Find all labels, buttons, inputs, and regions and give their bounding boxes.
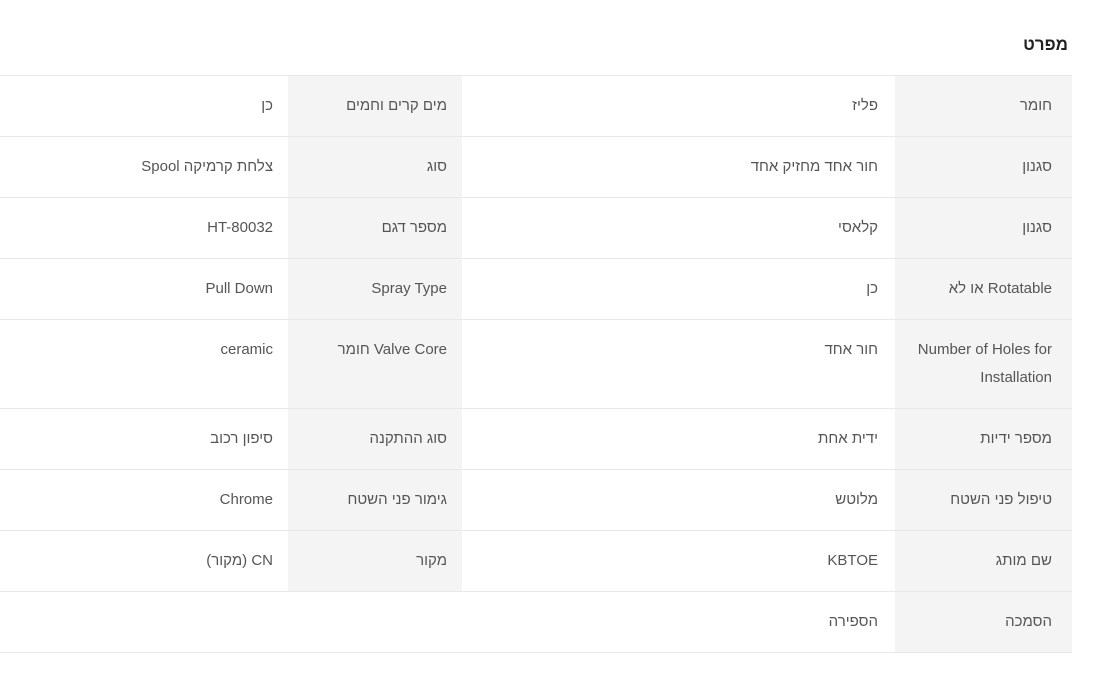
spec-label: גימור פני השטח [288,470,462,530]
spec-value [0,592,288,652]
spec-label: חומר [895,76,1072,136]
spec-value: מלוטש [835,491,878,508]
spec-row: Number of Holes for Installation חור אחד V… [0,320,1072,409]
spec-value: סיפון רכוב [210,430,273,447]
spec-label: Spray Type [288,259,462,319]
spec-row: שם מותג KBTOE מקור CN (מקור) [0,531,1072,592]
spec-row: סגנון קלאסי מספר דגם HT-80032 [0,198,1072,259]
spec-value: הספירה [828,613,878,630]
spec-value: KBTOE [827,552,878,569]
spec-value: Chrome [219,491,273,508]
section-title: מפרט [1023,35,1068,54]
spec-label: סגנון [895,198,1072,258]
spec-table: חומר פליז מים קרים וחמים כן סגנון חור אחד מחז… [0,75,1072,653]
spec-row: מספר ידיות ידית אחת סוג ההתקנה סיפון רכוב [0,409,1072,470]
spec-label: סגנון [895,137,1072,197]
spec-label: טיפול פני השטח [895,470,1072,530]
spec-label: סוג [288,137,462,197]
spec-label: מקור [288,531,462,591]
spec-row: סגנון חור אחד מחזיק אחד סוג צלחת קרמיקה Spo… [0,137,1072,198]
spec-label: Number of Holes for Installation [895,320,1072,408]
spec-label: מספר ידיות [895,409,1072,469]
spec-label: Valve Core חומר [288,320,462,408]
spec-value: HT-80032 [207,219,273,236]
spec-label: הסמכה [895,592,1072,652]
spec-value: חור אחד מחזיק אחד [750,158,878,175]
spec-value: ידית אחת [818,430,878,447]
spec-row: Rotatable או לא כן Spray Type Pull Down [0,259,1072,320]
spec-value: חור אחד [824,341,878,358]
spec-label: מספר דגם [288,198,462,258]
spec-row: טיפול פני השטח מלוטש גימור פני השטח Chrome [0,470,1072,531]
spec-row: חומר פליז מים קרים וחמים כן [0,76,1072,137]
spec-value: צלחת קרמיקה Spool [141,158,273,175]
spec-value: כן [866,280,878,297]
spec-label: מים קרים וחמים [288,76,462,136]
spec-value: ceramic [220,341,273,358]
spec-label: סוג ההתקנה [288,409,462,469]
spec-value: קלאסי [838,219,878,236]
spec-value: Pull Down [205,280,273,297]
spec-row: הסמכה הספירה [0,592,1072,653]
spec-label: Rotatable או לא [895,259,1072,319]
spec-value: כן [261,97,273,114]
spec-value: CN (מקור) [206,552,273,569]
spec-label [288,592,462,652]
product-specifications-section: מפרט חומר פליז מים קרים וחמים כן סגנון חור אח… [0,35,1072,653]
spec-value: פליז [852,97,878,114]
spec-label: שם מותג [895,531,1072,591]
